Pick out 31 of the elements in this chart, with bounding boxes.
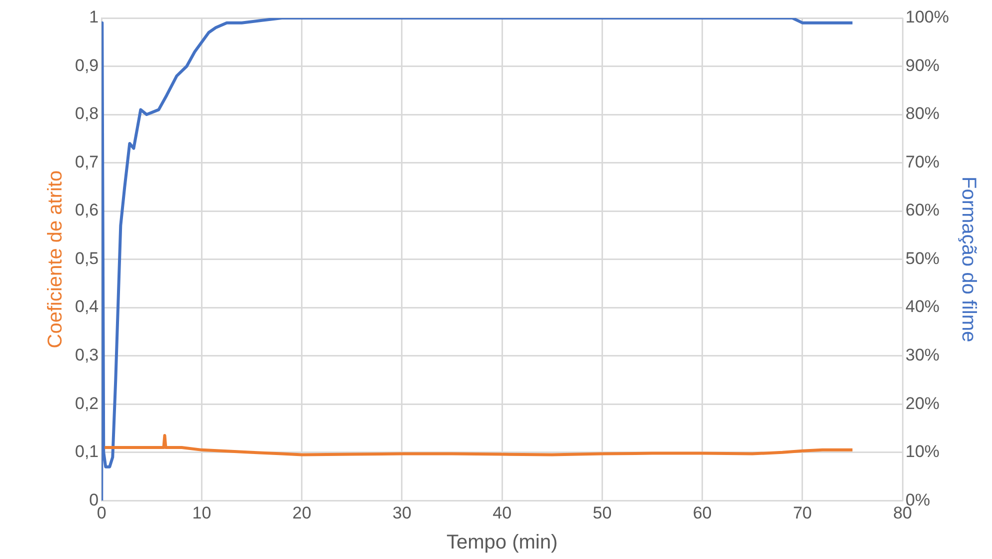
y-tick-label: 0,8: [74, 104, 99, 124]
y2-tick-label: 100%: [906, 8, 950, 27]
y2-tick-label: 50%: [906, 248, 940, 268]
y2-tick-label: 40%: [906, 297, 940, 316]
y-tick-label: 0,2: [74, 394, 99, 413]
y2-tick-label: 10%: [906, 442, 940, 462]
y2-axis-title: Formação do filme: [957, 176, 980, 342]
y-tick-label: 0,3: [74, 346, 99, 365]
y-tick-label: 0: [89, 490, 99, 510]
y-tick-label: 0,6: [74, 200, 99, 220]
y-tick-label: 1: [89, 8, 99, 27]
y-tick-label: 0,5: [74, 248, 99, 268]
x-tick-label: 70: [792, 503, 812, 522]
x-tick-label: 50: [592, 503, 612, 522]
y2-tick-label: 20%: [906, 394, 940, 413]
y2-tick-label: 80%: [906, 104, 940, 124]
x-tick-label: 40: [492, 503, 512, 522]
x-tick-label: 60: [692, 503, 712, 522]
x-axis-title: Tempo (min): [446, 532, 558, 554]
x-tick-label: 30: [392, 503, 412, 522]
y-tick-label: 0,1: [74, 442, 99, 462]
y-tick-label: 0,4: [74, 297, 99, 316]
y-tick-label: 0,7: [74, 152, 99, 172]
x-tick-label: 20: [292, 503, 312, 522]
y2-tick-label: 70%: [906, 152, 940, 172]
y2-tick-label: 30%: [906, 346, 940, 365]
y2-tick-label: 60%: [906, 200, 940, 220]
x-tick-label: 10: [192, 503, 212, 522]
y-tick-label: 0,9: [74, 56, 99, 75]
y2-tick-label: 90%: [906, 56, 940, 75]
y-axis-title: Coeficiente de atrito: [44, 170, 67, 348]
